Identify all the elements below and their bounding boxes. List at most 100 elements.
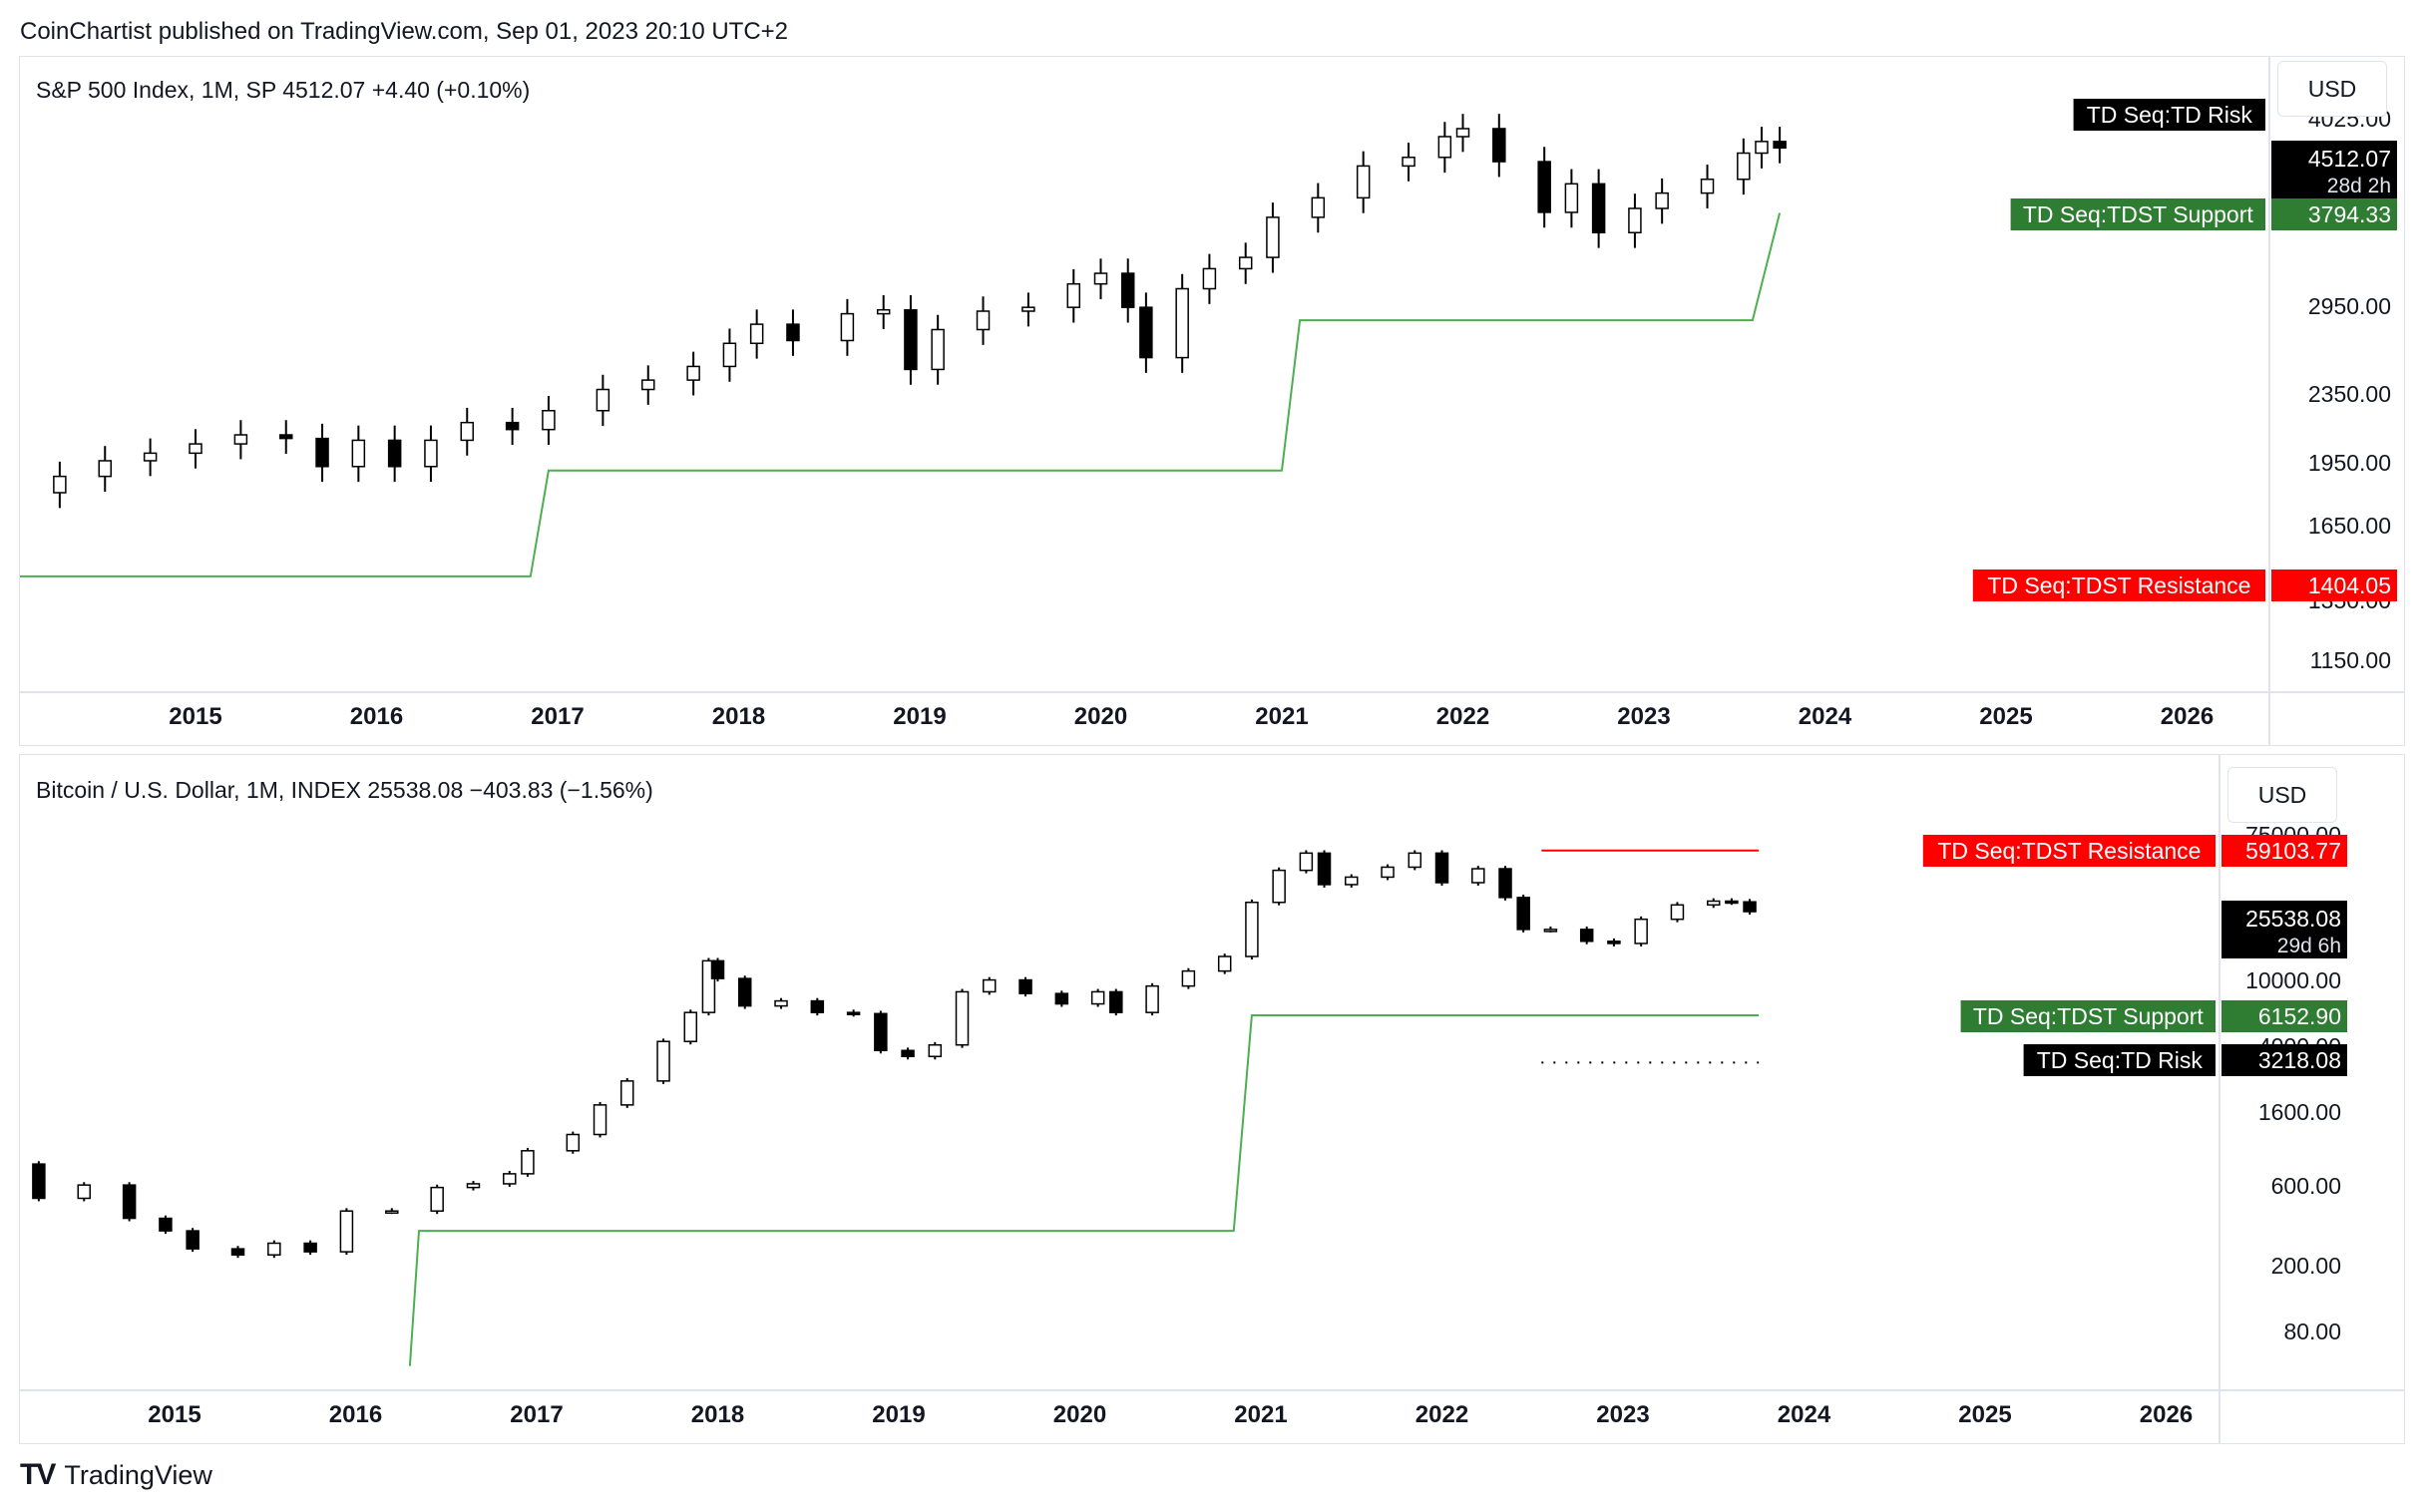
candle-body <box>1272 869 1286 904</box>
candle-body <box>1120 272 1135 308</box>
candle-body <box>1145 984 1159 1013</box>
y-tick-label: 1600.00 <box>2258 1099 2341 1125</box>
x-tick-label: 2016 <box>350 703 403 730</box>
btc-chart-svg[interactable]: 2015 2016 2017 2018 2019 2020 2021 2022 2023 2024… <box>20 755 2404 1443</box>
level-value-text: 3218.08 <box>2258 1047 2341 1073</box>
spx-chart-pane[interactable]: 2015 2016 2017 2018 2019 2020 2021 2022 2023 2024… <box>19 56 2405 746</box>
x-tick-label: 2019 <box>872 1401 925 1428</box>
candle-body <box>351 439 366 468</box>
level-name-badge <box>2023 1044 2216 1076</box>
candle-body <box>1564 183 1579 213</box>
level-value-badge <box>2271 198 2397 230</box>
x-tick-label: 2025 <box>1958 1401 2011 1428</box>
level-value-badge <box>2221 835 2347 867</box>
candle-body <box>656 1040 670 1082</box>
x-tick-label: 2018 <box>712 703 765 730</box>
candle-body <box>983 978 997 993</box>
y-tick-label: 2350.00 <box>2308 381 2391 407</box>
candle-body <box>159 1217 173 1232</box>
candle-body <box>1066 282 1081 308</box>
x-tick-label: 2025 <box>1979 703 2032 730</box>
current-price-badge <box>2221 901 2347 958</box>
candle-body <box>1317 852 1332 886</box>
btc-currency-button[interactable]: USD <box>2227 767 2337 823</box>
candle-body <box>722 342 737 368</box>
candle-body <box>122 1184 137 1220</box>
level-name-text: TD Seq:TD Risk <box>2087 102 2253 128</box>
y-tick-label: 10000.00 <box>2245 967 2341 993</box>
tradingview-brand[interactable]: TV TradingView <box>20 1458 212 1492</box>
tradingview-name: TradingView <box>64 1459 212 1490</box>
candle-body <box>774 999 788 1007</box>
candle-body <box>931 328 945 371</box>
candle-body <box>1381 866 1395 879</box>
candles <box>53 114 1787 509</box>
candle-body <box>737 977 752 1007</box>
level-name-badge <box>1972 569 2265 601</box>
candle-body <box>424 439 438 468</box>
candle-body <box>566 1133 581 1152</box>
candle-body <box>1707 900 1721 907</box>
candle-body <box>1054 992 1069 1005</box>
candle-body <box>1607 941 1621 945</box>
candle-body <box>466 1183 481 1189</box>
candle-body <box>1238 256 1253 270</box>
candle-body <box>1737 152 1751 181</box>
level-name-text: TD Seq:TDST Resistance <box>1987 572 2250 598</box>
level-name-badge <box>1922 835 2216 867</box>
y-tick-label: 600.00 <box>2271 1173 2341 1199</box>
candle-body <box>1455 128 1470 138</box>
x-tick-label: 2020 <box>1053 1401 1106 1428</box>
candle-body <box>1591 183 1606 233</box>
x-tick-label: 2021 <box>1234 1401 1287 1428</box>
candle-body <box>749 323 764 345</box>
btc-chart-pane[interactable]: 2015 2016 2017 2018 2019 2020 2021 2022 2023 2024… <box>19 754 2405 1444</box>
candle-body <box>460 421 474 442</box>
candle-body <box>904 308 918 371</box>
candle-body <box>1021 306 1035 312</box>
candle-body <box>189 443 202 455</box>
candle-body <box>521 1150 535 1175</box>
candle-body <box>1743 901 1757 913</box>
x-tick-label: 2015 <box>148 1401 201 1428</box>
candle-body <box>1181 969 1196 987</box>
candle-body <box>505 421 520 431</box>
candle-body <box>1018 978 1032 994</box>
candle-body <box>1634 918 1648 945</box>
y-tick-label: 1650.00 <box>2308 513 2391 539</box>
level-value-text: 59103.77 <box>2245 838 2341 864</box>
candle-body <box>1093 272 1108 285</box>
candle-body <box>901 1049 915 1058</box>
candle-body <box>1356 165 1371 199</box>
level-value-badge <box>2221 1000 2347 1032</box>
level-name-badge <box>2073 99 2265 131</box>
candle-body <box>1299 852 1314 872</box>
spx-currency-button[interactable]: USD <box>2277 61 2387 117</box>
btc-legend: Bitcoin / U.S. Dollar, 1M, INDEX 25538.0… <box>36 777 653 803</box>
candle-body <box>710 959 725 979</box>
candle-body <box>1516 897 1530 931</box>
current-price-value: 4512.07 <box>2308 146 2391 172</box>
level-value-badge <box>2271 569 2397 601</box>
candle-body <box>1670 904 1685 921</box>
level-value-text: 6152.90 <box>2258 1003 2341 1029</box>
candle-body <box>1437 136 1452 159</box>
candle-body <box>267 1242 281 1256</box>
x-tick-label: 2017 <box>531 703 584 730</box>
candle-body <box>1773 141 1787 150</box>
level-name-text: TD Seq:TD Risk <box>2037 1047 2204 1073</box>
candle-body <box>620 1080 634 1106</box>
x-tick-label: 2024 <box>1778 1401 1831 1428</box>
candle-body <box>955 990 970 1046</box>
x-tick-label: 2024 <box>1799 703 1852 730</box>
candles <box>32 850 1757 1259</box>
candle-body <box>143 452 158 462</box>
candle-body <box>928 1043 943 1058</box>
tdst-support-line <box>408 1014 1760 1366</box>
spx-chart-svg[interactable]: 2015 2016 2017 2018 2019 2020 2021 2022 2023 2024… <box>20 57 2404 745</box>
candle-body <box>1266 216 1280 258</box>
current-price-badge <box>2271 141 2397 198</box>
candle-body <box>1345 876 1359 886</box>
candle-body <box>876 308 891 315</box>
candle-body <box>1725 900 1739 905</box>
